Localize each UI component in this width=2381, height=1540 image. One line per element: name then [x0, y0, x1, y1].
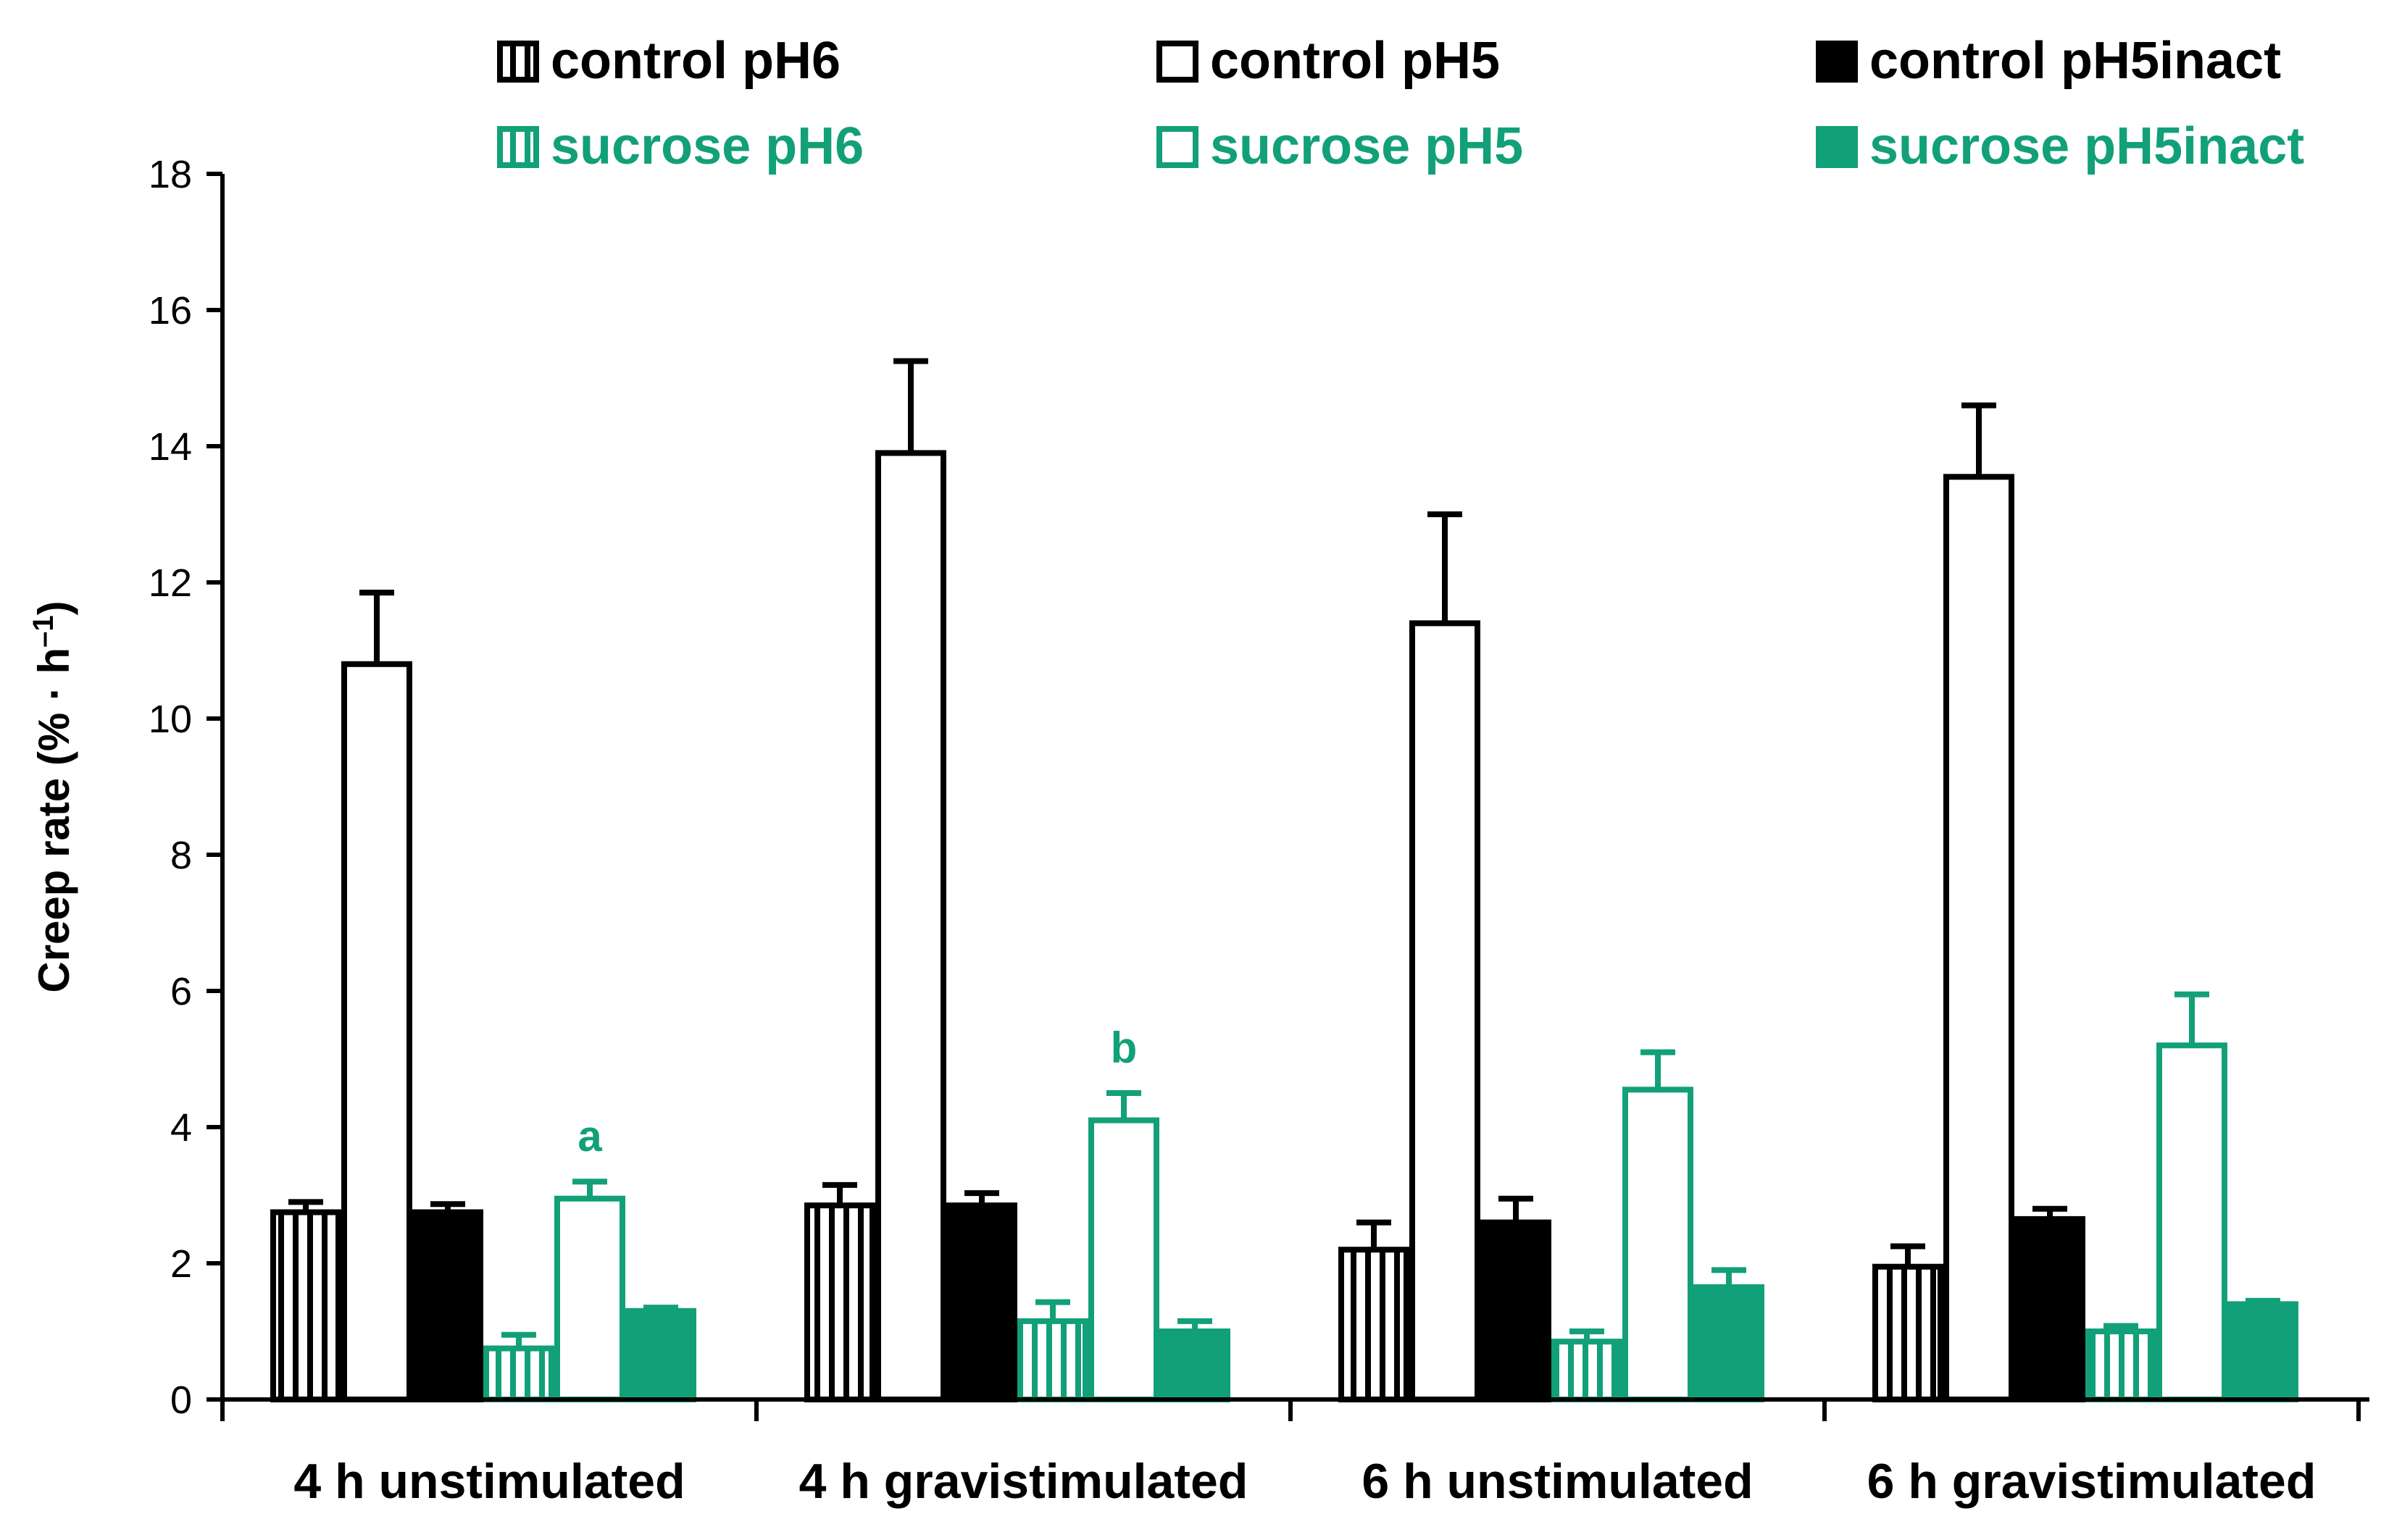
bar-sucrose-ph5 — [554, 1195, 625, 1402]
bar-control-ph6 — [804, 1202, 875, 1402]
bar-sucrose-ph5inact — [1159, 1328, 1230, 1402]
y-tick-label: 18 — [149, 153, 192, 196]
legend-label-sucrose-ph5: sucrose pH5 — [1210, 117, 1523, 175]
x-axis-category-labels: 4 h unstimulated 4 h gravistimulated 6 h u… — [293, 1454, 2316, 1509]
bar-control-ph5inact — [412, 1209, 483, 1402]
y-axis-title-main: Creep rate (% · h — [30, 648, 78, 993]
bar-sucrose-ph5 — [1622, 1087, 1693, 1403]
legend-item-sucrose-ph5inact: sucrose pH5inact — [1816, 117, 2304, 175]
legend-swatch-control-ph5inact — [1816, 41, 1858, 83]
axes — [220, 174, 2369, 1402]
legend-swatch-control-ph5 — [1156, 41, 1198, 83]
legend-swatch-sucrose-ph6 — [497, 126, 539, 168]
bar-control-ph6 — [1338, 1247, 1409, 1402]
legend-item-control-ph5inact: control pH5inact — [1816, 32, 2281, 90]
y-tick-label: 16 — [149, 289, 192, 332]
annotations: ab — [577, 1024, 1137, 1160]
x-axis-ticks — [220, 1399, 2361, 1421]
bar-control-ph5inact — [946, 1202, 1017, 1402]
bars — [270, 450, 2298, 1403]
bar-control-ph5 — [341, 661, 412, 1402]
y-tick-label: 2 — [170, 1242, 192, 1286]
bar-control-ph5 — [875, 450, 946, 1402]
legend-label-control-ph5inact: control pH5inact — [1869, 32, 2281, 90]
legend-item-sucrose-ph5: sucrose pH5 — [1156, 117, 1523, 175]
y-tick-label: 4 — [170, 1106, 192, 1150]
bar-sucrose-ph5inact — [2227, 1301, 2298, 1403]
y-tick-label: 0 — [170, 1378, 192, 1422]
bar-sucrose-ph6 — [1017, 1318, 1088, 1403]
legend-label-control-ph5: control pH5 — [1210, 32, 1500, 90]
legend-item-sucrose-ph6: sucrose pH6 — [497, 117, 864, 175]
bar-sucrose-ph6 — [483, 1345, 554, 1402]
legend-item-control-ph5: control pH5 — [1156, 32, 1500, 90]
category-label: 6 h unstimulated — [1362, 1454, 1753, 1509]
bar-control-ph6 — [1872, 1263, 1943, 1402]
y-axis-ticks: 0 2 4 6 8 10 12 14 16 18 — [149, 153, 222, 1422]
bar-sucrose-ph6 — [1551, 1339, 1622, 1402]
error-bars — [288, 358, 2280, 1349]
bar-sucrose-ph5inact — [625, 1307, 696, 1403]
bar-sucrose-ph5 — [1088, 1117, 1159, 1402]
bar-control-ph5inact — [2014, 1215, 2085, 1403]
bar-control-ph5 — [1943, 474, 2014, 1402]
y-tick-label: 10 — [149, 698, 192, 741]
y-tick-label: 14 — [149, 425, 192, 469]
y-tick-label: 6 — [170, 970, 192, 1013]
y-axis-title: Creep rate (% · h–1) — [28, 600, 78, 992]
significance-label: a — [577, 1112, 602, 1160]
legend-item-control-ph6: control pH6 — [497, 32, 841, 90]
legend-swatch-control-ph6 — [497, 41, 539, 83]
y-tick-label: 12 — [149, 561, 192, 605]
legend: control pH6 control pH5 control pH5inact… — [497, 32, 2304, 175]
bar-sucrose-ph5 — [2156, 1042, 2227, 1402]
legend-label-sucrose-ph6: sucrose pH6 — [551, 117, 864, 175]
legend-label-control-ph6: control pH6 — [551, 32, 841, 90]
y-tick-label: 8 — [170, 834, 192, 877]
y-axis-title-close: ) — [30, 600, 78, 615]
significance-label: b — [1111, 1024, 1138, 1072]
bar-control-ph5inact — [1480, 1219, 1551, 1402]
y-axis-title-superscript: –1 — [28, 615, 59, 648]
bar-control-ph6 — [270, 1209, 341, 1402]
category-label: 6 h gravistimulated — [1867, 1454, 2317, 1509]
legend-swatch-sucrose-ph5inact — [1816, 126, 1858, 168]
legend-label-sucrose-ph5inact: sucrose pH5inact — [1869, 117, 2304, 175]
legend-swatch-sucrose-ph5 — [1156, 126, 1198, 168]
bar-sucrose-ph6 — [2085, 1328, 2156, 1402]
bar-control-ph5 — [1409, 620, 1480, 1402]
bar-sucrose-ph5inact — [1693, 1284, 1764, 1403]
category-label: 4 h gravistimulated — [799, 1454, 1248, 1509]
category-label: 4 h unstimulated — [293, 1454, 685, 1509]
